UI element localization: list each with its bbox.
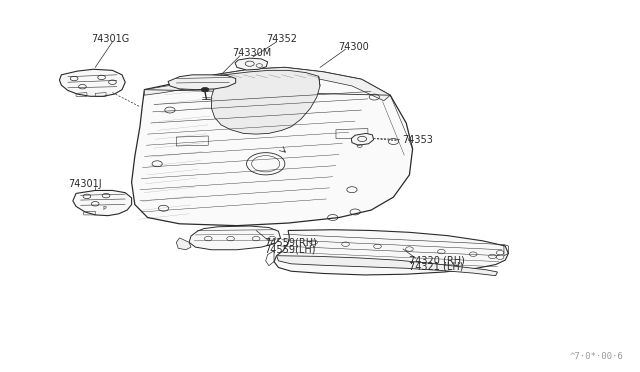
Text: 74321 (LH): 74321 (LH) bbox=[410, 262, 464, 272]
Polygon shape bbox=[73, 190, 132, 216]
Text: 74559(LH): 74559(LH) bbox=[264, 244, 316, 254]
Text: 74352: 74352 bbox=[266, 34, 297, 44]
Polygon shape bbox=[235, 58, 268, 70]
Text: 74353: 74353 bbox=[402, 135, 433, 145]
Text: 74559(RH): 74559(RH) bbox=[264, 237, 317, 247]
Polygon shape bbox=[176, 238, 191, 250]
Polygon shape bbox=[274, 230, 508, 275]
Polygon shape bbox=[145, 67, 390, 101]
Polygon shape bbox=[168, 75, 236, 90]
Circle shape bbox=[201, 87, 209, 92]
Polygon shape bbox=[276, 256, 497, 276]
Text: 74320 (RH): 74320 (RH) bbox=[410, 255, 465, 265]
Polygon shape bbox=[211, 70, 320, 134]
Text: 74330M: 74330M bbox=[232, 48, 271, 58]
Polygon shape bbox=[132, 67, 413, 226]
Polygon shape bbox=[60, 69, 125, 96]
Text: 74300: 74300 bbox=[338, 42, 369, 52]
Polygon shape bbox=[189, 226, 280, 250]
Text: P: P bbox=[102, 206, 106, 211]
Text: 74301G: 74301G bbox=[92, 34, 130, 44]
Text: 74301J: 74301J bbox=[68, 179, 101, 189]
Text: ^7·0*·00·6: ^7·0*·00·6 bbox=[570, 352, 623, 361]
Polygon shape bbox=[351, 134, 374, 145]
